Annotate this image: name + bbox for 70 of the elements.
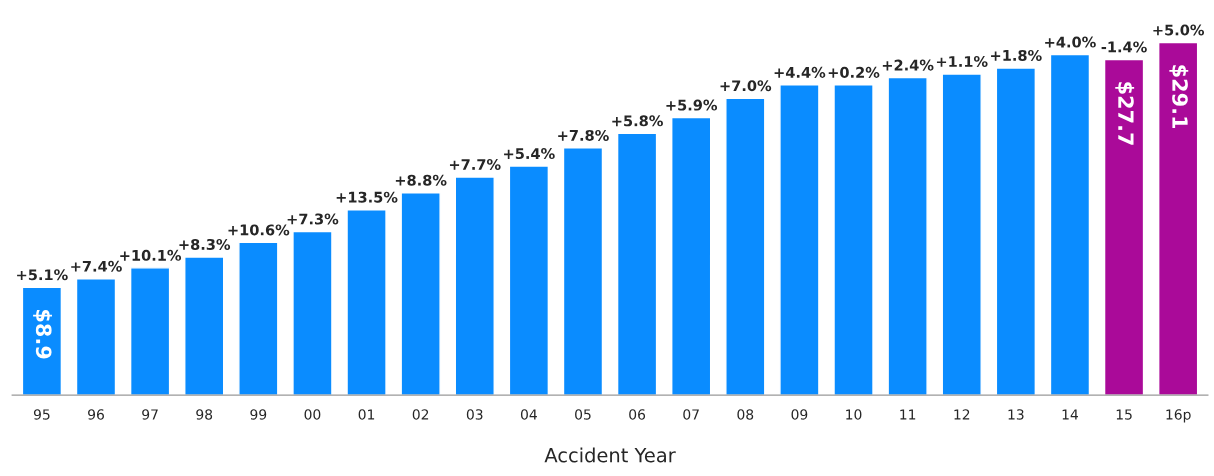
- annotation: -1.4%: [1101, 41, 1147, 53]
- x-tick-label: 99: [250, 409, 267, 420]
- bar: [1103, 58, 1145, 396]
- x-tick-label: 14: [1062, 409, 1079, 420]
- annotation: +0.2%: [828, 66, 880, 78]
- bar: [562, 147, 604, 396]
- bar: [21, 286, 63, 396]
- annotation: +5.4%: [504, 148, 555, 160]
- bar: [400, 192, 441, 396]
- x-tick-label: 03: [466, 409, 483, 420]
- x-tick-label: 11: [900, 409, 916, 420]
- annotation: +8.3%: [179, 238, 231, 250]
- annotation: +8.8%: [395, 174, 447, 186]
- x-tick-label: 05: [575, 409, 591, 420]
- bar: [508, 165, 550, 396]
- bar: [129, 267, 171, 396]
- x-tick-label: 01: [358, 409, 375, 420]
- bar: [1157, 41, 1199, 396]
- x-tick-label: 08: [737, 409, 754, 420]
- annotation: +5.0%: [1153, 24, 1205, 36]
- bar: [616, 132, 658, 396]
- annotation: +4.4%: [774, 66, 826, 78]
- x-tick-label: 15: [1116, 409, 1132, 420]
- annotation: +5.9%: [666, 99, 718, 111]
- annotation: +10.1%: [120, 249, 182, 261]
- annotation: +1.8%: [991, 49, 1042, 61]
- annotation: +7.4%: [71, 260, 122, 272]
- annotation: +5.8%: [612, 115, 663, 127]
- bar: [941, 73, 982, 396]
- bar: [779, 84, 820, 396]
- x-tick-label: 00: [304, 409, 321, 420]
- data-label: $27.7: [1115, 82, 1135, 145]
- bar: [346, 209, 387, 396]
- x-tick-label: 95: [33, 409, 50, 420]
- bar: [454, 176, 495, 396]
- bar: [995, 67, 1037, 396]
- annotation: +13.5%: [336, 191, 398, 203]
- annotation: +7.8%: [558, 129, 609, 141]
- x-tick-label: 04: [520, 409, 537, 420]
- x-tick-label: 07: [683, 409, 699, 420]
- annotation: +4.0%: [1045, 36, 1096, 48]
- annotation: +1.1%: [936, 55, 988, 67]
- x-tick-label: 16p: [1166, 409, 1191, 423]
- bar: [1049, 53, 1091, 396]
- x-tick-label: 98: [196, 409, 213, 420]
- x-tick-label: 97: [142, 409, 158, 420]
- x-tick-label: 96: [88, 409, 104, 420]
- x-tick-label: 06: [629, 409, 646, 420]
- annotation: +5.1%: [17, 269, 68, 281]
- bar: [75, 278, 117, 396]
- bar: [833, 84, 874, 396]
- bar: [238, 241, 279, 396]
- x-tick-label: 10: [846, 409, 862, 420]
- x-tick-label: 12: [954, 409, 970, 420]
- x-tick-label: 13: [1008, 409, 1024, 420]
- bar: [725, 97, 766, 396]
- annotation: +7.3%: [287, 213, 339, 225]
- x-tick-label: 02: [412, 409, 429, 420]
- annotation: +10.6%: [228, 224, 290, 236]
- x-axis-title: Accident Year: [544, 447, 676, 463]
- annotation: +7.7%: [449, 158, 501, 170]
- bar: [887, 76, 928, 396]
- data-label: $8.9: [33, 310, 52, 359]
- bar: [184, 256, 225, 396]
- bar: [671, 116, 712, 396]
- annotation: +7.0%: [720, 80, 772, 92]
- data-label: $29.1: [1169, 65, 1189, 129]
- annotation: +2.4%: [882, 59, 934, 71]
- bar: [292, 230, 333, 396]
- x-tick-label: 09: [791, 409, 808, 420]
